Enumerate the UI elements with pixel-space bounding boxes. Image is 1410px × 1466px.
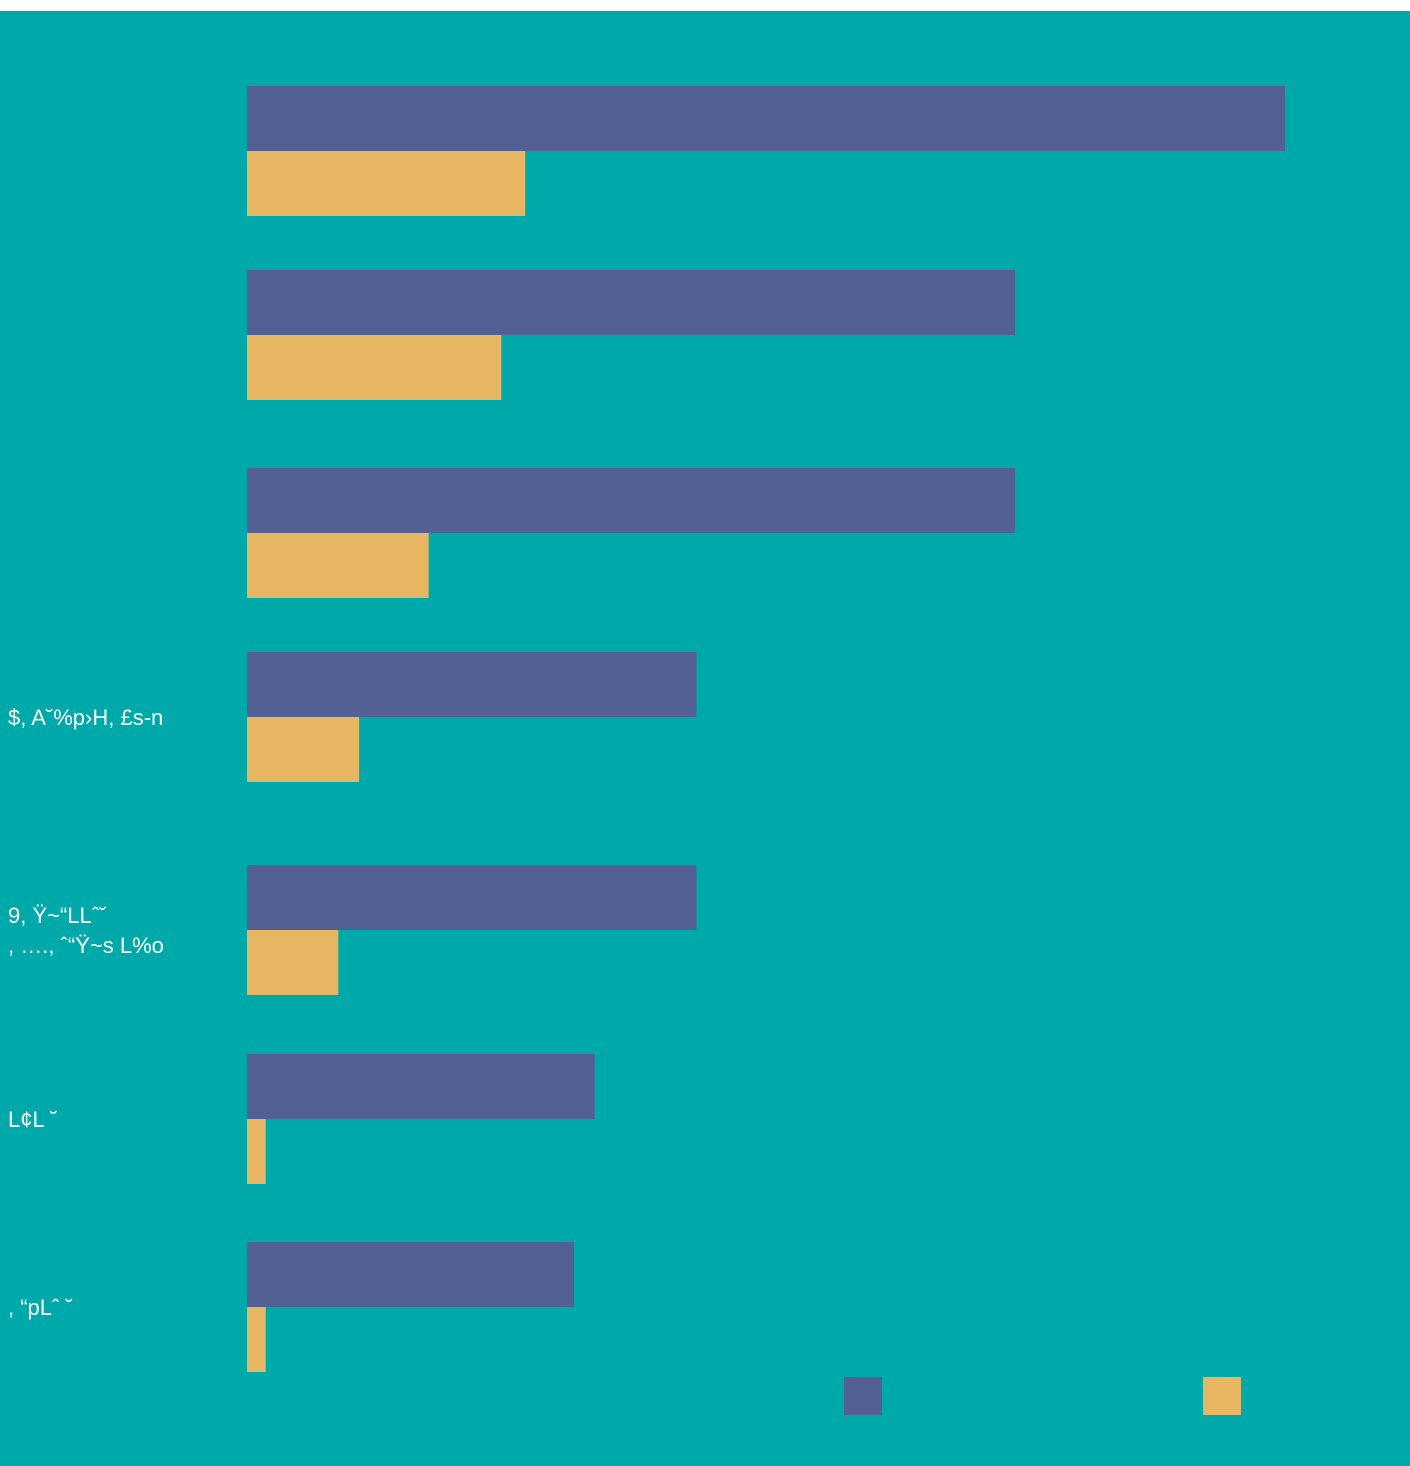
bar-series-1-cat-7 <box>247 1242 574 1307</box>
bar-series-2-cat-6 <box>247 1119 266 1184</box>
legend-swatch-series-1 <box>844 1377 882 1415</box>
bar-series-1-cat-6 <box>247 1054 595 1119</box>
bar-series-2-cat-3 <box>247 533 429 598</box>
legend-swatch-series-2 <box>1203 1377 1241 1415</box>
bars-layer <box>247 86 1285 1372</box>
bar-series-1-cat-3 <box>247 468 1016 533</box>
category-label-5: 9, Ÿ~“LLˆ˘, …., ˆ“Ÿ~s L%o <box>8 903 164 958</box>
bar-series-2-cat-4 <box>247 717 360 782</box>
legend <box>844 1377 1241 1415</box>
category-label-7: , “pLˆ ˘ <box>8 1295 73 1320</box>
bar-series-2-cat-2 <box>247 335 502 400</box>
category-label-6: L¢L ˘ <box>8 1107 57 1132</box>
bar-series-2-cat-1 <box>247 151 526 216</box>
category-labels: $, A˘%p›H, £s‑n 9, Ÿ~“LLˆ˘, …., ˆ“Ÿ~s L%o… <box>8 705 164 1320</box>
bar-series-2-cat-5 <box>247 930 339 995</box>
bar-series-2-cat-7 <box>247 1307 266 1372</box>
chart-panel: $, A˘%p›H, £s‑n 9, Ÿ~“LLˆ˘, …., ˆ“Ÿ~s L%o… <box>0 11 1410 1466</box>
bar-series-1-cat-2 <box>247 270 1016 335</box>
bar-series-1-cat-1 <box>247 86 1285 151</box>
category-label-4: $, A˘%p›H, £s‑n <box>8 705 163 730</box>
bar-series-1-cat-5 <box>247 865 697 930</box>
bar-chart: $, A˘%p›H, £s‑n 9, Ÿ~“LLˆ˘, …., ˆ“Ÿ~s L%o… <box>8 86 1285 1415</box>
bar-series-1-cat-4 <box>247 652 697 717</box>
